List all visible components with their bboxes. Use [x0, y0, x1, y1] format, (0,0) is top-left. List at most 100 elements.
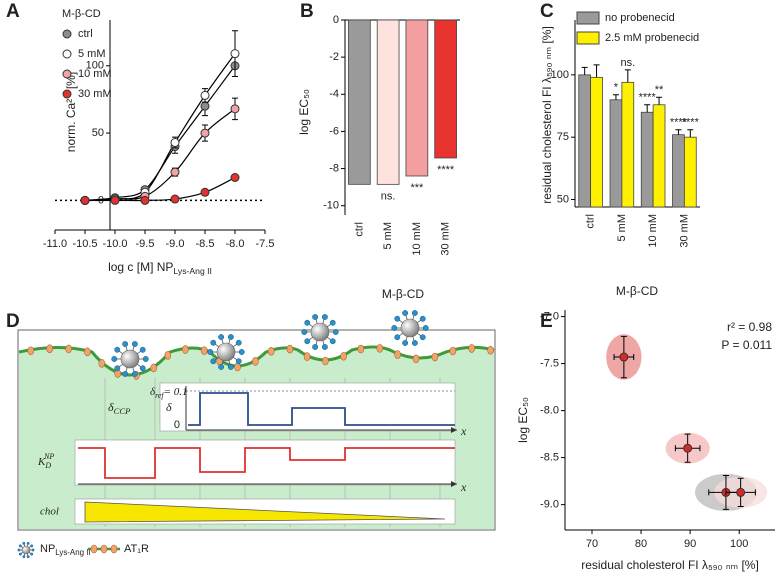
- np-ligand: [131, 341, 138, 347]
- x-tick-label: -8.5: [196, 238, 215, 250]
- x-tick-label: -9.5: [136, 238, 155, 250]
- panel-letter: D: [6, 311, 20, 332]
- bar: [405, 19, 429, 177]
- np-ligand: [411, 340, 418, 346]
- error-bar: [612, 94, 619, 100]
- receptor: [431, 352, 439, 362]
- legend-label: 2.5 mM probenecid: [605, 32, 699, 44]
- x-tick-label: 100: [730, 538, 748, 550]
- np-ligand: [238, 349, 245, 355]
- np-ligand: [26, 541, 30, 545]
- x-tick-label: -9.0: [166, 238, 185, 250]
- bar: [672, 134, 685, 208]
- np-ligand: [227, 334, 234, 340]
- significance-label: *: [614, 82, 619, 94]
- np-ligand: [402, 310, 409, 316]
- np-ligand: [114, 365, 121, 372]
- y-tick-label: 50: [92, 127, 104, 139]
- data-point: [230, 173, 240, 182]
- receptor: [487, 345, 494, 355]
- x-tick-label: ctrl: [353, 222, 365, 237]
- error-bar: [593, 64, 600, 78]
- np-ligand: [17, 548, 21, 552]
- np-ligand: [139, 365, 146, 372]
- legend-receptor-label: AT₁R: [124, 543, 149, 555]
- legend-label: 5 mM: [78, 48, 106, 60]
- np-ligand: [139, 346, 146, 353]
- np-ligand: [321, 314, 328, 320]
- fit-line: [84, 108, 236, 201]
- chol-label: chol: [40, 506, 59, 518]
- delta-ref-label-part: ref: [155, 391, 165, 400]
- x-tick-label: -7.5: [256, 238, 275, 250]
- legend-np-label-part: Lys-Ang II: [55, 548, 90, 557]
- receptor: [303, 352, 311, 361]
- x-tick-label: -8.0: [226, 238, 245, 250]
- receptor: [357, 344, 365, 354]
- y-tick-label: -9.0: [540, 499, 559, 511]
- significance-label: ****: [670, 117, 688, 129]
- x-tick-label: 30 mM: [440, 222, 452, 256]
- receptor: [267, 346, 275, 356]
- np-ligand: [329, 319, 336, 326]
- delta-ccp-label-part: CCP: [114, 406, 132, 416]
- data-point: [619, 352, 629, 362]
- np-ligand: [402, 340, 409, 346]
- np-ligand: [142, 356, 149, 362]
- np-ligand: [301, 329, 308, 335]
- np-ligand: [312, 344, 319, 350]
- receptor: [98, 359, 106, 368]
- annotation: r² = 0.98: [727, 320, 772, 334]
- np-ligand: [312, 314, 319, 320]
- receptor: [394, 350, 401, 359]
- x-tick-label: 5 mM: [382, 222, 394, 250]
- x-tick-label: 10 mM: [411, 222, 423, 256]
- x-label: x: [460, 424, 467, 438]
- legend-np-label: NPLys-Ang II: [40, 543, 91, 557]
- significance-label: ****: [639, 92, 657, 104]
- y-tick-label: -6: [329, 125, 339, 137]
- data-point: [140, 195, 150, 205]
- receptor: [234, 362, 241, 372]
- y-tick-label: 50: [557, 193, 569, 205]
- x-tick-label: 5 mM: [616, 214, 628, 242]
- legend-marker: [62, 89, 72, 99]
- y-tick-label: -4: [329, 88, 339, 100]
- delta-ccp-label-part: δ: [108, 400, 114, 414]
- receptor: [412, 354, 420, 364]
- delta-plot: [159, 382, 456, 432]
- bar: [652, 104, 666, 208]
- x-axis-label: residual cholesterol FI λ₅₉₀ ₙₘ [%]: [581, 558, 759, 572]
- receptor: [84, 347, 91, 357]
- np-core: [216, 342, 236, 362]
- delta-ref-label: δref= 0.1: [150, 386, 188, 400]
- np-ligand: [26, 555, 30, 559]
- legend-marker: [62, 29, 72, 39]
- x-tick-label: 90: [684, 538, 696, 550]
- panel-letter: B: [300, 1, 314, 22]
- receptor: [164, 351, 172, 360]
- receptor: [286, 344, 294, 354]
- y-axis-label: log EC₅₀: [516, 397, 530, 443]
- data-point: [200, 101, 210, 111]
- legend-label: 10 mM: [78, 68, 112, 80]
- y-tick-label: -8: [329, 162, 339, 174]
- significance-label: ****: [682, 117, 700, 129]
- data-point: [736, 487, 746, 497]
- data-point: [170, 167, 180, 177]
- np-ligand: [131, 371, 138, 377]
- delta-zero: 0: [174, 419, 180, 431]
- np-ligand: [235, 358, 242, 365]
- np-core: [310, 322, 330, 342]
- x-axis-label: M-β-CD: [382, 287, 425, 301]
- x-tick-label: 70: [586, 538, 598, 550]
- x-axis-label: M-β-CD: [616, 284, 659, 298]
- error-bar: [581, 66, 588, 75]
- delta-step: [188, 392, 455, 426]
- significance-label: ns.: [381, 190, 396, 202]
- np-ligand: [419, 334, 426, 341]
- receptor: [65, 344, 72, 354]
- significance-label: ***: [410, 182, 424, 194]
- np-ligand: [304, 319, 311, 326]
- np-ligand: [18, 552, 22, 556]
